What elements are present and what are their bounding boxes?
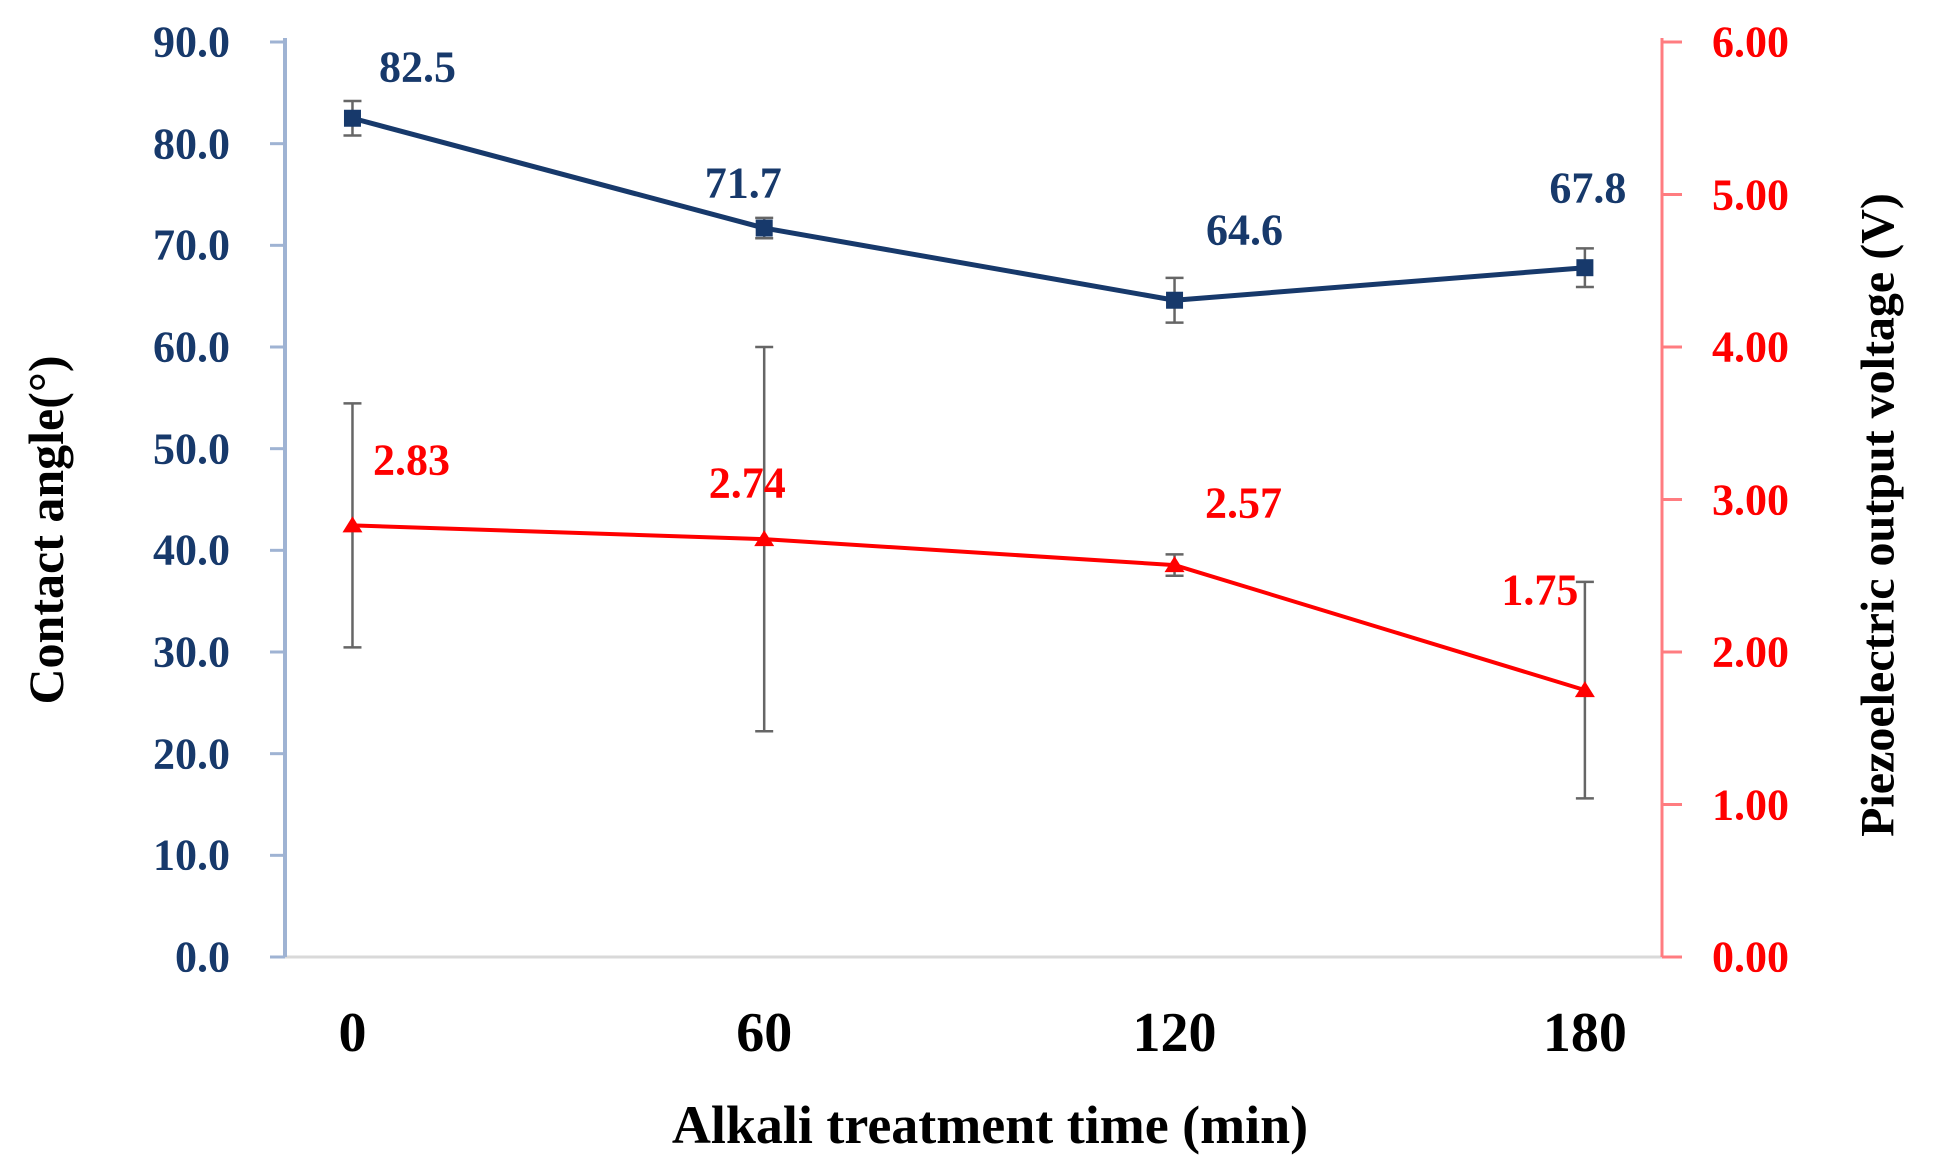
- data-point-marker-triangle: [342, 516, 363, 533]
- series-line-contact-angle: [351, 115, 1586, 303]
- data-point-marker-square: [755, 219, 773, 237]
- data-point-marker-square: [343, 109, 361, 127]
- data-point-marker-triangle: [754, 530, 775, 547]
- data-point-marker-triangle: [1164, 556, 1185, 573]
- data-point-marker-square: [1576, 259, 1594, 277]
- series-line-voltage: [352, 523, 1586, 693]
- data-point-marker-square: [1166, 291, 1184, 309]
- data-point-marker-triangle: [1574, 681, 1595, 698]
